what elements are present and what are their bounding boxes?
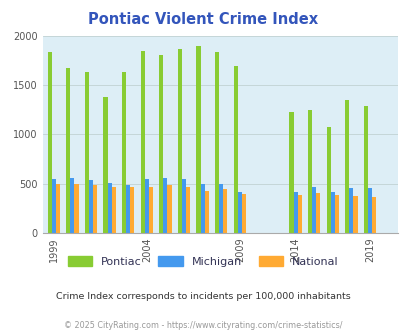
Bar	[89, 180, 93, 233]
Bar	[185, 186, 190, 233]
Legend: Pontiac, Michigan, National: Pontiac, Michigan, National	[67, 255, 338, 267]
Bar	[47, 52, 51, 233]
Bar	[159, 55, 163, 233]
Bar	[293, 192, 297, 233]
Bar	[326, 127, 330, 233]
Bar	[107, 182, 111, 233]
Bar	[122, 72, 126, 233]
Bar	[237, 192, 241, 233]
Bar	[334, 195, 338, 233]
Bar	[51, 179, 56, 233]
Bar	[311, 186, 315, 233]
Bar	[130, 186, 134, 233]
Bar	[149, 187, 153, 233]
Bar	[307, 110, 311, 233]
Bar	[140, 51, 145, 233]
Bar	[111, 186, 115, 233]
Bar	[353, 196, 357, 233]
Bar	[126, 184, 130, 233]
Bar	[233, 66, 237, 233]
Bar	[348, 188, 353, 233]
Bar	[196, 46, 200, 233]
Bar	[330, 192, 334, 233]
Bar	[74, 183, 78, 233]
Bar	[215, 52, 219, 233]
Text: © 2025 CityRating.com - https://www.cityrating.com/crime-statistics/: © 2025 CityRating.com - https://www.city…	[64, 321, 341, 330]
Bar	[66, 68, 70, 233]
Bar	[200, 183, 204, 233]
Bar	[85, 72, 89, 233]
Bar	[223, 189, 227, 233]
Bar	[181, 179, 185, 233]
Bar	[219, 183, 223, 233]
Text: Crime Index corresponds to incidents per 100,000 inhabitants: Crime Index corresponds to incidents per…	[55, 292, 350, 301]
Bar	[344, 100, 348, 233]
Bar	[289, 112, 293, 233]
Bar	[103, 97, 107, 233]
Bar	[163, 178, 167, 233]
Bar	[93, 184, 97, 233]
Bar	[204, 191, 208, 233]
Bar	[241, 194, 245, 233]
Bar	[371, 197, 375, 233]
Bar	[363, 106, 367, 233]
Bar	[167, 184, 171, 233]
Bar	[177, 49, 181, 233]
Bar	[70, 178, 74, 233]
Text: Pontiac Violent Crime Index: Pontiac Violent Crime Index	[88, 12, 317, 26]
Bar	[145, 179, 149, 233]
Bar	[56, 183, 60, 233]
Bar	[297, 195, 301, 233]
Bar	[315, 193, 320, 233]
Bar	[367, 188, 371, 233]
